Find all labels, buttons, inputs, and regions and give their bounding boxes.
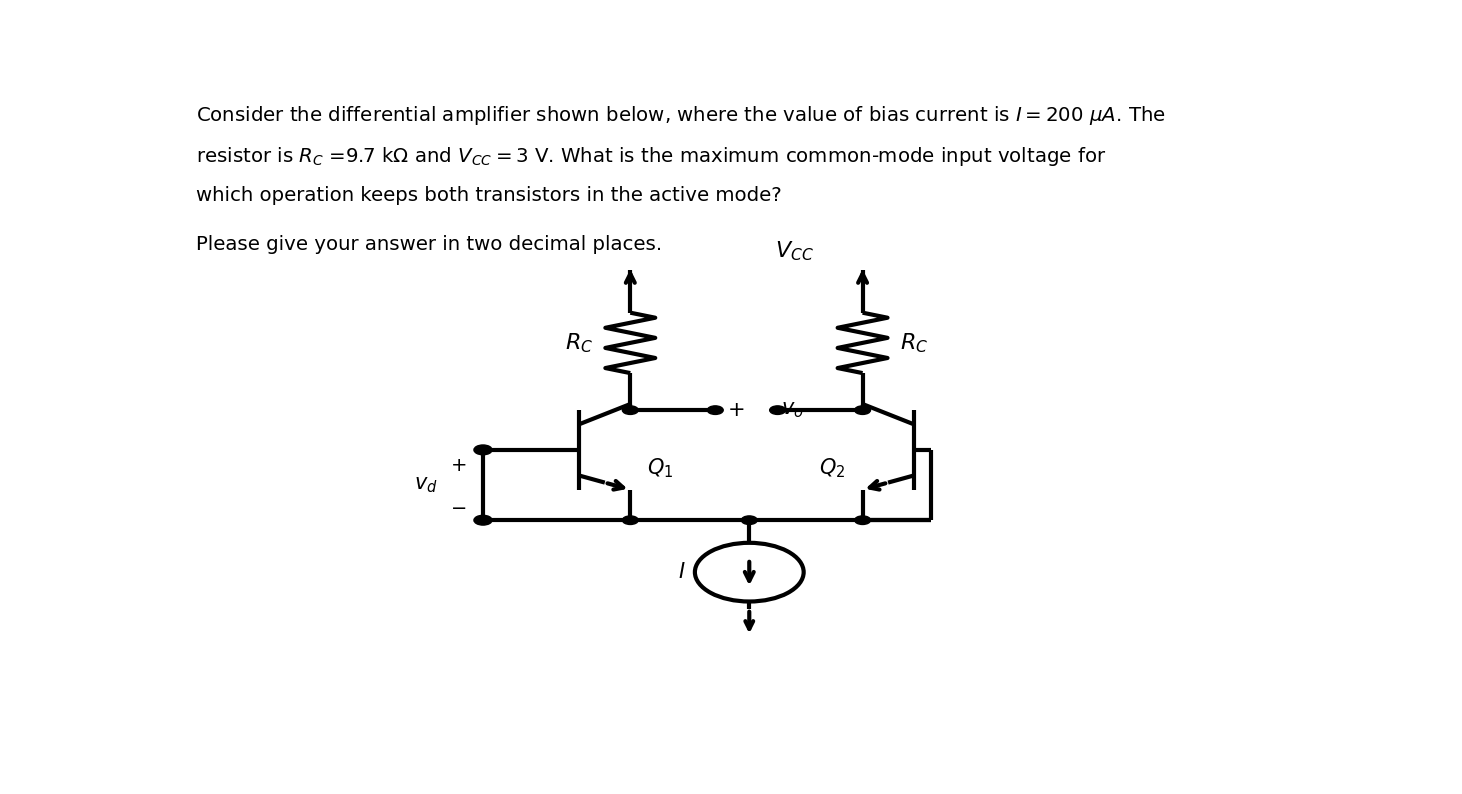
- Text: $v_d$: $v_d$: [414, 475, 437, 495]
- Text: $I$: $I$: [678, 562, 686, 582]
- Circle shape: [623, 406, 639, 414]
- Text: $+$: $+$: [450, 456, 466, 475]
- Circle shape: [708, 406, 724, 414]
- Text: $+$: $+$: [727, 400, 744, 420]
- Text: $R_C$: $R_C$: [564, 331, 594, 355]
- Text: Please give your answer in two decimal places.: Please give your answer in two decimal p…: [196, 235, 662, 253]
- Text: $Q_2$: $Q_2$: [819, 456, 845, 480]
- Circle shape: [474, 445, 493, 455]
- Circle shape: [769, 406, 785, 414]
- Circle shape: [855, 406, 870, 414]
- Text: $R_C$: $R_C$: [901, 331, 928, 355]
- Text: $-$: $-$: [450, 497, 466, 516]
- Text: $Q_1$: $Q_1$: [648, 456, 674, 480]
- Circle shape: [623, 516, 639, 525]
- Text: $-$: $-$: [839, 400, 857, 420]
- Text: resistor is $R_C$ =9.7 k$\Omega$ and $V_{CC} = 3$ V. What is the maximum common-: resistor is $R_C$ =9.7 k$\Omega$ and $V_…: [196, 145, 1107, 168]
- Circle shape: [741, 516, 757, 525]
- Text: which operation keeps both transistors in the active mode?: which operation keeps both transistors i…: [196, 187, 782, 206]
- Text: $v_o$: $v_o$: [781, 400, 804, 420]
- Circle shape: [474, 515, 493, 525]
- Text: $V_{CC}$: $V_{CC}$: [775, 240, 814, 264]
- Text: Consider the differential amplifier shown below, where the value of bias current: Consider the differential amplifier show…: [196, 105, 1167, 128]
- Circle shape: [855, 516, 870, 525]
